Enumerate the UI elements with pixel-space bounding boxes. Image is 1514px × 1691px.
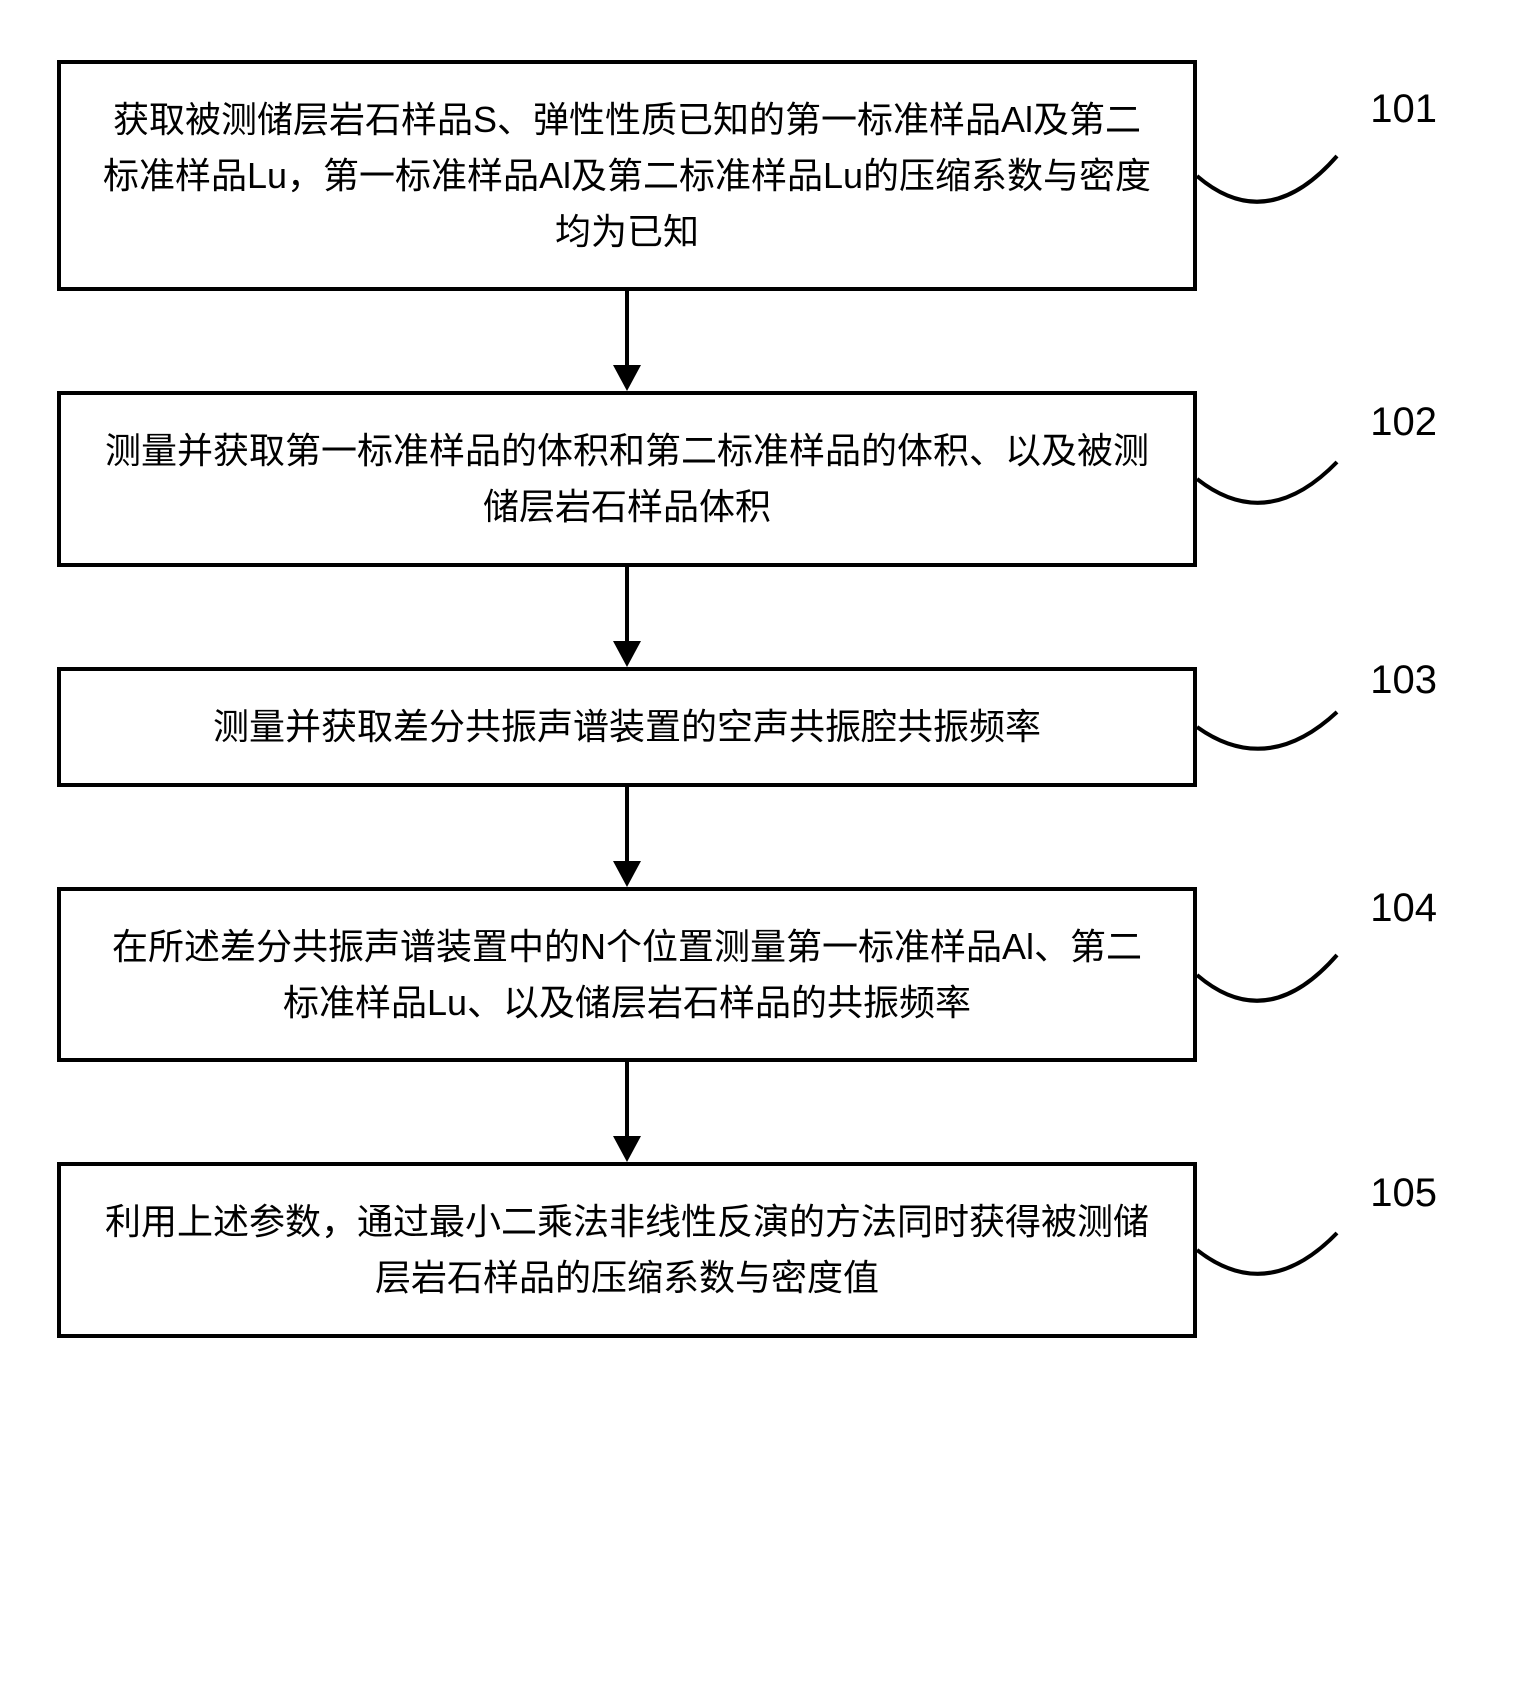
arrow-103-104: [57, 787, 1197, 887]
step-label-104: 104: [1370, 886, 1437, 931]
label-area-102: 102: [1197, 424, 1457, 534]
flowchart-container: 获取被测储层岩石样品S、弹性性质已知的第一标准样品Al及第二标准样品Lu，第一标…: [57, 60, 1457, 1338]
label-area-104: 104: [1197, 910, 1457, 1040]
flow-box-102: 测量并获取第一标准样品的体积和第二标准样品的体积、以及被测储层岩石样品体积: [57, 391, 1197, 567]
step-label-103: 103: [1370, 658, 1437, 703]
flow-step-105: 利用上述参数，通过最小二乘法非线性反演的方法同时获得被测储层岩石样品的压缩系数与…: [57, 1162, 1457, 1338]
step-label-105: 105: [1370, 1171, 1437, 1216]
step-label-101: 101: [1370, 87, 1437, 132]
arrow-icon: [607, 567, 647, 667]
arrow-icon: [607, 291, 647, 391]
flow-box-105: 利用上述参数，通过最小二乘法非线性反演的方法同时获得被测储层岩石样品的压缩系数与…: [57, 1162, 1197, 1338]
flow-step-103: 测量并获取差分共振声谱装置的空声共振腔共振频率 103: [57, 667, 1457, 787]
flow-box-103: 测量并获取差分共振声谱装置的空声共振腔共振频率: [57, 667, 1197, 787]
label-area-103: 103: [1197, 682, 1457, 772]
flow-text-101: 获取被测储层岩石样品S、弹性性质已知的第一标准样品Al及第二标准样品Lu，第一标…: [97, 92, 1157, 259]
flow-step-102: 测量并获取第一标准样品的体积和第二标准样品的体积、以及被测储层岩石样品体积 10…: [57, 391, 1457, 567]
label-area-105: 105: [1197, 1195, 1457, 1305]
flow-text-103: 测量并获取差分共振声谱装置的空声共振腔共振频率: [97, 699, 1157, 755]
step-label-102: 102: [1370, 400, 1437, 445]
flow-step-101: 获取被测储层岩石样品S、弹性性质已知的第一标准样品Al及第二标准样品Lu，第一标…: [57, 60, 1457, 291]
arrow-104-105: [57, 1062, 1197, 1162]
flow-text-105: 利用上述参数，通过最小二乘法非线性反演的方法同时获得被测储层岩石样品的压缩系数与…: [97, 1194, 1157, 1306]
flow-text-102: 测量并获取第一标准样品的体积和第二标准样品的体积、以及被测储层岩石样品体积: [97, 423, 1157, 535]
arrow-101-102: [57, 291, 1197, 391]
arrow-icon: [607, 787, 647, 887]
arrow-102-103: [57, 567, 1197, 667]
label-area-101: 101: [1197, 111, 1457, 241]
flow-step-104: 在所述差分共振声谱装置中的N个位置测量第一标准样品Al、第二标准样品Lu、以及储…: [57, 887, 1457, 1063]
flow-text-104: 在所述差分共振声谱装置中的N个位置测量第一标准样品Al、第二标准样品Lu、以及储…: [97, 919, 1157, 1031]
arrow-icon: [607, 1062, 647, 1162]
flow-box-104: 在所述差分共振声谱装置中的N个位置测量第一标准样品Al、第二标准样品Lu、以及储…: [57, 887, 1197, 1063]
flow-box-101: 获取被测储层岩石样品S、弹性性质已知的第一标准样品Al及第二标准样品Lu，第一标…: [57, 60, 1197, 291]
